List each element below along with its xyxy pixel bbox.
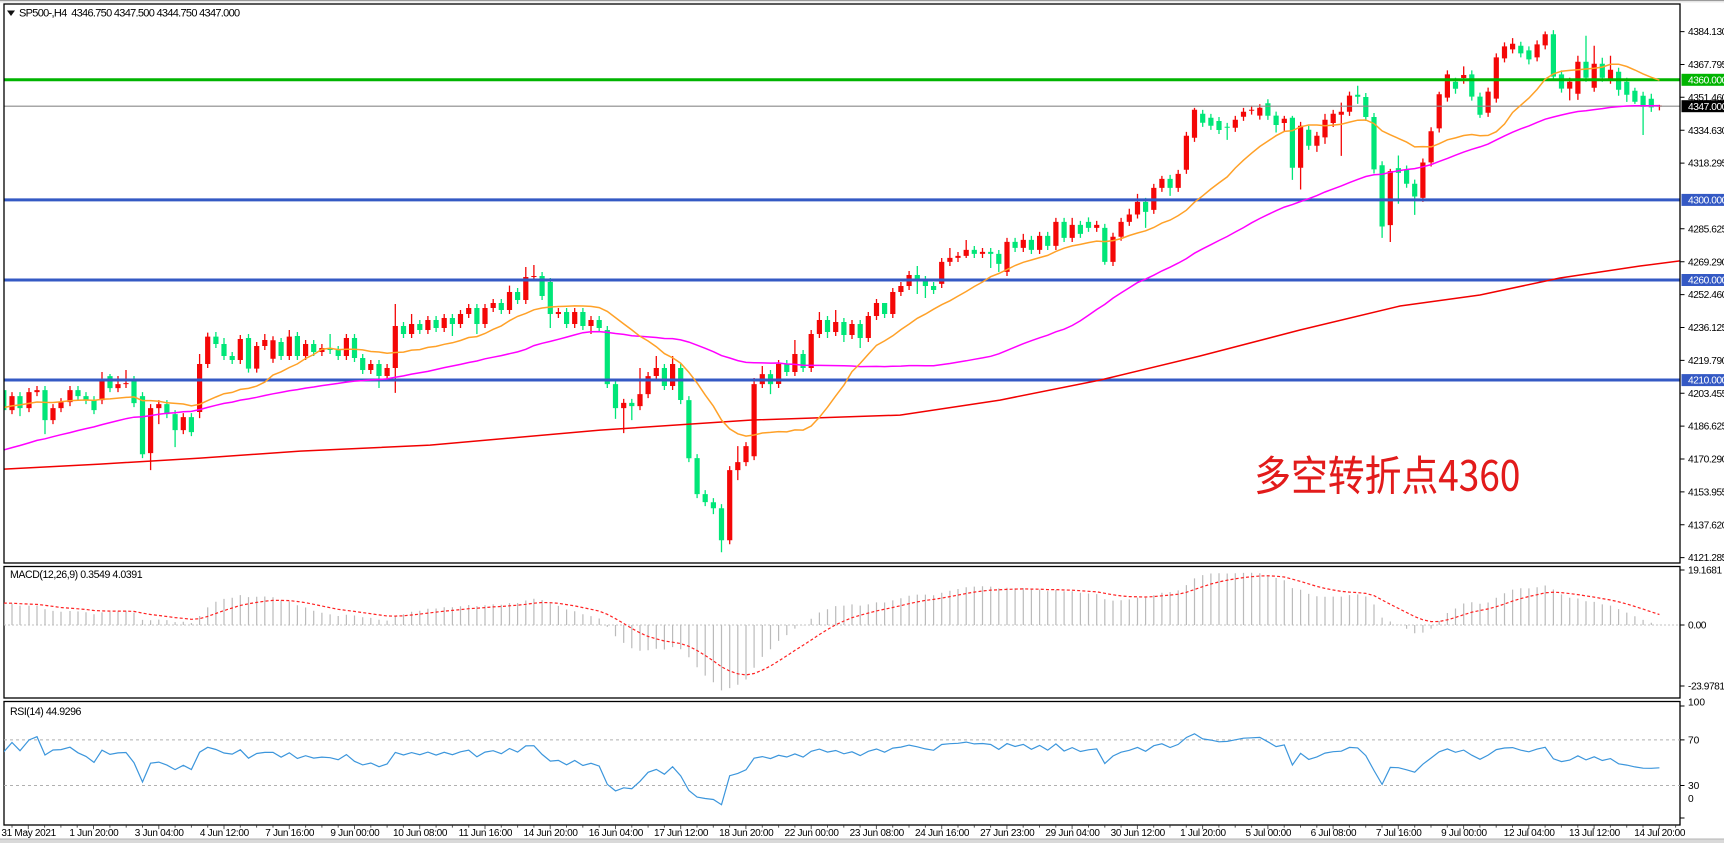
svg-text:14 Jul 20:00: 14 Jul 20:00 xyxy=(1634,828,1686,839)
svg-text:9 Jun 00:00: 9 Jun 00:00 xyxy=(330,828,380,839)
svg-text:30 Jun 12:00: 30 Jun 12:00 xyxy=(1111,828,1166,839)
svg-text:14 Jun 20:00: 14 Jun 20:00 xyxy=(523,828,578,839)
svg-text:6 Jul 08:00: 6 Jul 08:00 xyxy=(1311,828,1357,839)
svg-text:4210.000: 4210.000 xyxy=(1688,376,1724,387)
svg-text:22 Jun 00:00: 22 Jun 00:00 xyxy=(784,828,839,839)
svg-text:4334.630: 4334.630 xyxy=(1688,126,1724,137)
svg-text:4203.455: 4203.455 xyxy=(1688,389,1724,400)
svg-text:RSI(14) 44.9296: RSI(14) 44.9296 xyxy=(10,706,82,718)
svg-text:4285.625: 4285.625 xyxy=(1688,224,1724,235)
svg-text:23 Jun 08:00: 23 Jun 08:00 xyxy=(850,828,905,839)
svg-text:31 May 2021: 31 May 2021 xyxy=(1,828,56,839)
svg-text:29 Jun 04:00: 29 Jun 04:00 xyxy=(1045,828,1100,839)
svg-text:-23.9781: -23.9781 xyxy=(1688,682,1724,693)
svg-text:4347.000: 4347.000 xyxy=(1688,102,1724,113)
svg-text:4367.795: 4367.795 xyxy=(1688,60,1724,71)
svg-text:11 Jun 16:00: 11 Jun 16:00 xyxy=(459,828,513,839)
svg-text:4351.460: 4351.460 xyxy=(1688,93,1724,104)
svg-text:SP500-,H4 4346.750 4347.500 4: SP500-,H4 4346.750 4347.500 4344.750 434… xyxy=(19,8,240,20)
svg-text:4137.620: 4137.620 xyxy=(1688,520,1724,531)
svg-text:16 Jun 04:00: 16 Jun 04:00 xyxy=(589,828,644,839)
svg-text:70: 70 xyxy=(1688,736,1700,747)
svg-text:4153.955: 4153.955 xyxy=(1688,488,1724,499)
svg-text:27 Jun 23:00: 27 Jun 23:00 xyxy=(980,828,1035,839)
svg-text:10 Jun 08:00: 10 Jun 08:00 xyxy=(393,828,448,839)
svg-text:7 Jun 16:00: 7 Jun 16:00 xyxy=(265,828,315,839)
svg-text:4384.130: 4384.130 xyxy=(1688,27,1724,38)
svg-text:4186.625: 4186.625 xyxy=(1688,422,1724,433)
svg-text:13 Jul 12:00: 13 Jul 12:00 xyxy=(1569,828,1621,839)
svg-text:0: 0 xyxy=(1688,794,1694,805)
svg-text:4170.290: 4170.290 xyxy=(1688,455,1724,466)
svg-text:4300.000: 4300.000 xyxy=(1688,196,1724,207)
svg-text:3 Jun 04:00: 3 Jun 04:00 xyxy=(135,828,185,839)
svg-text:4318.295: 4318.295 xyxy=(1688,159,1724,170)
svg-text:24 Jun 16:00: 24 Jun 16:00 xyxy=(915,828,970,839)
svg-text:5 Jul 00:00: 5 Jul 00:00 xyxy=(1245,828,1291,839)
svg-text:30: 30 xyxy=(1688,781,1700,792)
svg-text:4252.460: 4252.460 xyxy=(1688,290,1724,301)
svg-text:18 Jun 20:00: 18 Jun 20:00 xyxy=(719,828,774,839)
svg-text:MACD(12,26,9) 0.3549 4.0391: MACD(12,26,9) 0.3549 4.0391 xyxy=(10,569,143,581)
svg-text:19.1681: 19.1681 xyxy=(1688,566,1722,577)
svg-text:1 Jun 20:00: 1 Jun 20:00 xyxy=(69,828,119,839)
svg-text:4219.790: 4219.790 xyxy=(1688,356,1724,367)
svg-text:4260.000: 4260.000 xyxy=(1688,276,1724,287)
svg-text:4121.285: 4121.285 xyxy=(1688,553,1724,564)
svg-text:12 Jul 04:00: 12 Jul 04:00 xyxy=(1504,828,1556,839)
svg-text:17 Jun 12:00: 17 Jun 12:00 xyxy=(654,828,709,839)
svg-text:7 Jul 16:00: 7 Jul 16:00 xyxy=(1376,828,1422,839)
svg-text:9 Jul 00:00: 9 Jul 00:00 xyxy=(1441,828,1487,839)
svg-text:4360.000: 4360.000 xyxy=(1688,75,1724,86)
svg-text:4 Jun 12:00: 4 Jun 12:00 xyxy=(200,828,250,839)
svg-text:4269.290: 4269.290 xyxy=(1688,257,1724,268)
svg-text:100: 100 xyxy=(1688,698,1705,709)
svg-text:0.00: 0.00 xyxy=(1688,621,1707,632)
svg-text:1 Jul 20:00: 1 Jul 20:00 xyxy=(1180,828,1226,839)
svg-text:4236.125: 4236.125 xyxy=(1688,323,1724,334)
